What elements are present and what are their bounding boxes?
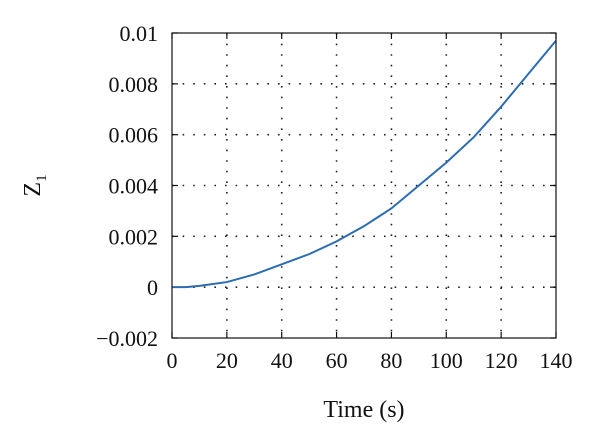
y-axis-title-main: Z (20, 182, 46, 197)
series-line (172, 39, 557, 289)
y-tick-label: 0.002 (109, 224, 159, 249)
y-axis-title-subscript: 1 (34, 174, 50, 182)
y-tick-label: 0.01 (120, 21, 159, 46)
y-tick-label: 0.004 (109, 174, 159, 199)
x-tick-labels: 0 20 40 60 80 100 120 140 (167, 348, 573, 373)
x-tick-label: 100 (430, 348, 463, 373)
x-axis-title: Time (s) (323, 397, 404, 423)
y-tick-label: 0.008 (109, 72, 159, 97)
y-tick-label: 0 (147, 275, 158, 300)
x-tick-label: 60 (326, 348, 348, 373)
plot-frame (171, 32, 557, 339)
x-tick-label: 80 (380, 348, 402, 373)
x-tick-label: 0 (167, 348, 178, 373)
y-tick-label: 0.006 (109, 123, 159, 148)
y-tick-labels: −0.002 0 0.002 0.004 0.006 0.008 0.01 (96, 21, 158, 351)
x-tick-label: 20 (216, 348, 238, 373)
x-tick-label: 120 (485, 348, 518, 373)
y-tick-label: −0.002 (96, 326, 158, 351)
y-axis-title: Z1 (20, 174, 50, 196)
x-tick-label: 140 (540, 348, 573, 373)
series-group (172, 39, 557, 289)
grid-lines (172, 33, 556, 338)
x-tick-label: 40 (271, 348, 293, 373)
